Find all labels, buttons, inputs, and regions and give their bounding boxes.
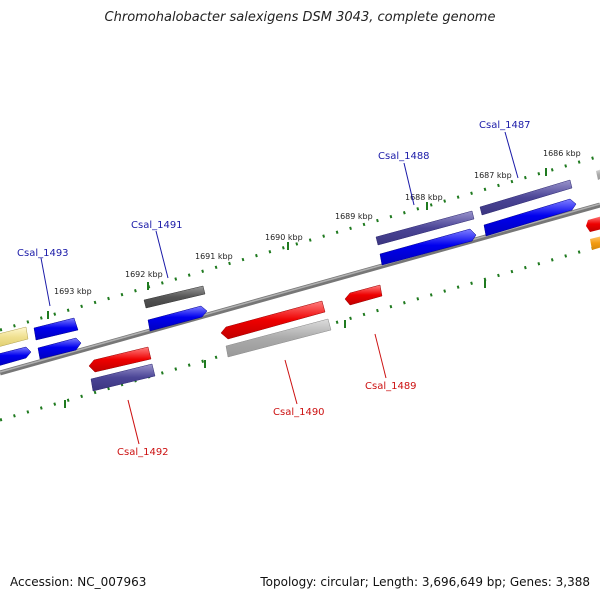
gene-label-csal-1489: Csal_1489	[365, 381, 417, 392]
gene-yellow[interactable]	[0, 326, 29, 347]
gene-blue-4[interactable]	[37, 337, 82, 360]
gene-csal-1488[interactable]	[375, 210, 475, 246]
gene-features	[0, 169, 600, 392]
gene-edge-orange[interactable]	[590, 236, 600, 250]
major-ticks	[47, 168, 547, 408]
upper-tick-track	[0, 154, 600, 332]
gene-label-csal-1492: Csal_1492	[117, 447, 169, 458]
gene-csal-1493[interactable]	[33, 317, 79, 341]
gene-label-csal-1490: Csal_1490	[273, 407, 325, 418]
gene-csal-1489[interactable]	[344, 284, 383, 306]
genome-title: Chromohalobacter salexigens DSM 3043, co…	[104, 10, 496, 25]
kbp-label-1691: 1691 kbp	[195, 252, 233, 261]
kbp-label-1692: 1692 kbp	[125, 270, 163, 279]
gene-edge-gray[interactable]	[596, 169, 600, 180]
kbp-label-1688: 1688 kbp	[405, 193, 443, 202]
kbp-label-1686: 1686 kbp	[543, 149, 581, 158]
gene-csal-1492[interactable]	[88, 346, 152, 373]
gene-label-csal-1487: Csal_1487	[479, 120, 531, 131]
gene-label-csal-1491: Csal_1491	[131, 220, 183, 231]
genome-backbone	[0, 202, 600, 376]
gene-blue-3[interactable]	[147, 305, 208, 332]
gene-red-2[interactable]	[225, 318, 332, 358]
accession-text: Accession: NC_007963	[10, 575, 147, 589]
gene-csal-1491[interactable]	[143, 285, 206, 309]
gene-blue-1[interactable]	[483, 198, 577, 237]
gene-csal-1490[interactable]	[220, 300, 326, 340]
kbp-label-1687: 1687 kbp	[474, 171, 512, 180]
gene-label-csal-1493: Csal_1493	[17, 248, 69, 259]
label-connectors	[40, 131, 519, 445]
kbp-label-1689: 1689 kbp	[335, 212, 373, 221]
genome-summary-text: Topology: circular; Length: 3,696,649 bp…	[260, 575, 590, 589]
kbp-label-1690: 1690 kbp	[265, 233, 303, 242]
gene-label-csal-1488: Csal_1488	[378, 151, 430, 162]
kbp-label-1693: 1693 kbp	[54, 287, 92, 296]
gene-blue-5[interactable]	[0, 346, 32, 366]
gene-blue-2[interactable]	[379, 228, 477, 266]
gene-purple-low[interactable]	[90, 363, 156, 392]
gene-edge-red[interactable]	[586, 216, 600, 232]
gene-csal-1487[interactable]	[479, 179, 573, 216]
